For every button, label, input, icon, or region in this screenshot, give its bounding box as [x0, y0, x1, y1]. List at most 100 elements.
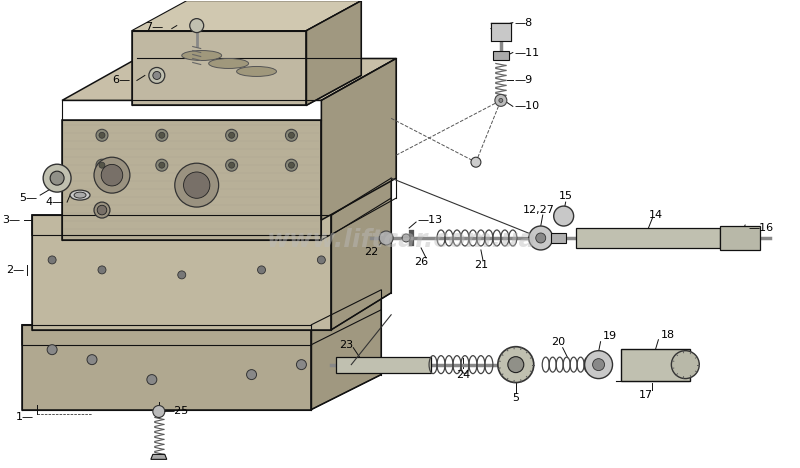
Circle shape — [258, 266, 266, 274]
Circle shape — [159, 132, 165, 138]
Circle shape — [226, 129, 238, 141]
Polygon shape — [493, 51, 509, 60]
Circle shape — [183, 172, 210, 198]
Polygon shape — [336, 357, 431, 373]
Circle shape — [98, 266, 106, 274]
Text: 6—: 6— — [112, 75, 130, 86]
Circle shape — [178, 271, 186, 279]
Circle shape — [471, 157, 481, 167]
Circle shape — [48, 256, 56, 264]
Text: 1—: 1— — [16, 412, 34, 423]
Circle shape — [190, 19, 204, 33]
Text: —13: —13 — [417, 215, 442, 225]
Text: 14: 14 — [648, 210, 662, 220]
Polygon shape — [306, 0, 362, 105]
Circle shape — [47, 345, 57, 355]
Text: 17: 17 — [638, 389, 653, 400]
Polygon shape — [576, 228, 720, 248]
Circle shape — [529, 226, 553, 250]
Circle shape — [498, 347, 534, 382]
Text: 18: 18 — [660, 330, 674, 340]
Circle shape — [297, 359, 306, 370]
Circle shape — [87, 355, 97, 365]
Text: 15: 15 — [558, 191, 573, 201]
Circle shape — [402, 234, 410, 242]
Circle shape — [43, 164, 71, 192]
Text: 7—: 7— — [146, 22, 164, 31]
Text: —16: —16 — [748, 223, 774, 233]
Circle shape — [286, 129, 298, 141]
Circle shape — [97, 205, 106, 215]
Polygon shape — [311, 290, 381, 410]
Circle shape — [149, 67, 165, 83]
Circle shape — [156, 159, 168, 171]
Text: —9: —9 — [515, 75, 533, 86]
Circle shape — [246, 370, 257, 380]
Circle shape — [153, 72, 161, 80]
Circle shape — [229, 162, 234, 168]
Text: 5—: 5— — [19, 193, 37, 203]
Text: —25: —25 — [164, 407, 189, 417]
Circle shape — [159, 162, 165, 168]
Circle shape — [226, 159, 238, 171]
Text: 24: 24 — [456, 370, 470, 380]
Circle shape — [379, 231, 393, 245]
Text: 23: 23 — [339, 340, 354, 350]
Circle shape — [96, 159, 108, 171]
Polygon shape — [720, 226, 760, 250]
Ellipse shape — [74, 192, 86, 198]
Text: —10: —10 — [515, 102, 540, 111]
Circle shape — [99, 162, 105, 168]
Polygon shape — [62, 120, 322, 240]
Polygon shape — [621, 349, 690, 380]
Ellipse shape — [70, 190, 90, 200]
Text: 4—: 4— — [46, 197, 64, 207]
Circle shape — [94, 202, 110, 218]
Circle shape — [499, 98, 503, 102]
Text: 26: 26 — [414, 257, 428, 267]
Ellipse shape — [209, 58, 249, 68]
Circle shape — [289, 162, 294, 168]
Ellipse shape — [237, 66, 277, 76]
Polygon shape — [322, 58, 396, 220]
Text: 2—: 2— — [6, 265, 24, 275]
Text: —11: —11 — [515, 48, 540, 58]
Circle shape — [585, 351, 613, 379]
Circle shape — [96, 129, 108, 141]
Polygon shape — [22, 325, 311, 410]
Circle shape — [94, 157, 130, 193]
Text: www.liftcar.com.ua: www.liftcar.com.ua — [266, 228, 536, 252]
Circle shape — [286, 159, 298, 171]
Polygon shape — [550, 233, 566, 243]
Polygon shape — [32, 178, 391, 235]
Text: 21: 21 — [474, 260, 488, 270]
Polygon shape — [32, 215, 331, 330]
Text: 5: 5 — [512, 393, 519, 402]
Circle shape — [50, 171, 64, 185]
Polygon shape — [491, 22, 511, 41]
Circle shape — [147, 374, 157, 385]
Circle shape — [229, 132, 234, 138]
Polygon shape — [62, 58, 396, 100]
Circle shape — [99, 132, 105, 138]
Polygon shape — [132, 30, 306, 105]
Circle shape — [289, 132, 294, 138]
Ellipse shape — [182, 51, 222, 60]
Text: 12,27: 12,27 — [523, 205, 554, 215]
Circle shape — [153, 405, 165, 417]
Circle shape — [554, 206, 574, 226]
Text: —8: —8 — [515, 18, 533, 28]
Text: 19: 19 — [602, 331, 617, 341]
Circle shape — [101, 164, 122, 186]
Text: 20: 20 — [552, 336, 566, 347]
Polygon shape — [132, 0, 362, 30]
Polygon shape — [151, 454, 166, 460]
Circle shape — [156, 129, 168, 141]
Text: 22: 22 — [364, 247, 378, 257]
Polygon shape — [331, 178, 391, 330]
Polygon shape — [22, 290, 381, 345]
Text: 3—: 3— — [2, 215, 20, 225]
Circle shape — [174, 163, 218, 207]
Circle shape — [508, 357, 524, 373]
Circle shape — [593, 358, 605, 371]
